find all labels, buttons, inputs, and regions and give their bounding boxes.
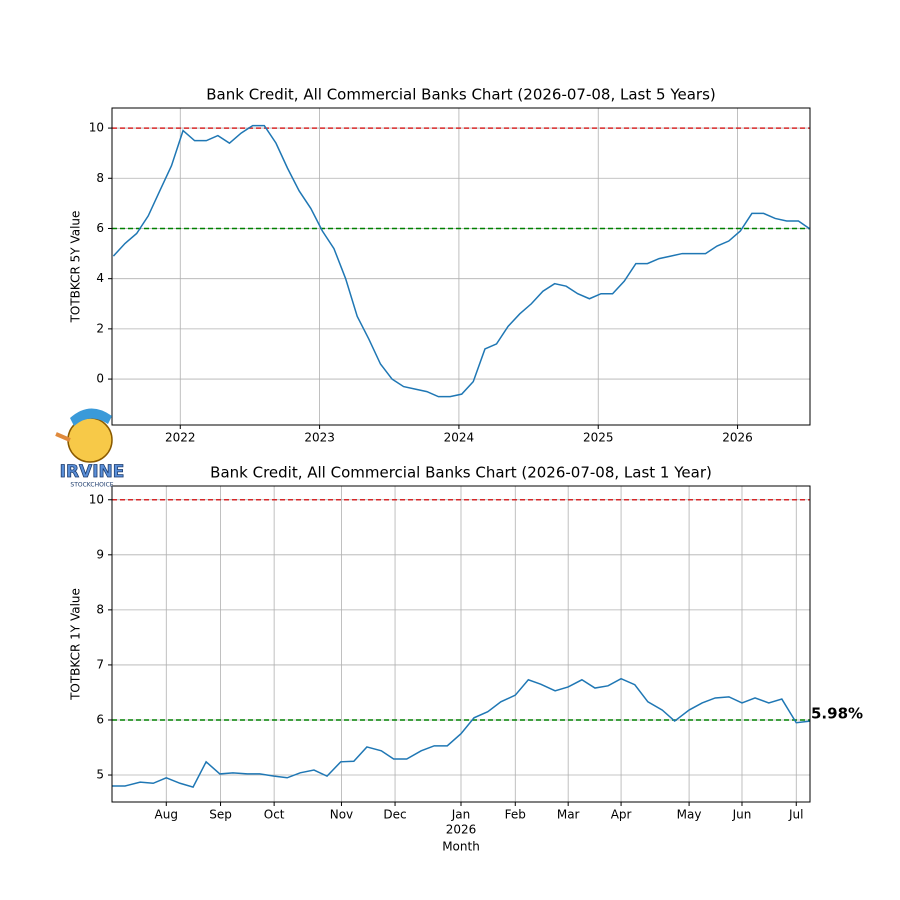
x-tick-label: Jul xyxy=(788,808,803,822)
logo-nose xyxy=(55,432,71,442)
y-tick-label: 5 xyxy=(96,768,104,782)
x-tick-label: Feb xyxy=(505,808,526,822)
logo: IRVINE STOCKCHOICE xyxy=(55,408,125,489)
y-tick-label: 8 xyxy=(96,602,104,616)
x-axis-label: Month xyxy=(442,840,480,854)
x-tick-label: Mar xyxy=(557,808,580,822)
logo-text: IRVINE xyxy=(60,462,125,482)
y-tick-label: 6 xyxy=(96,712,104,726)
chart-title: Bank Credit, All Commercial Banks Chart … xyxy=(206,86,716,104)
x-tick-label: Apr xyxy=(611,808,632,822)
y-tick-label: 4 xyxy=(96,271,104,285)
y-tick-label: 7 xyxy=(96,657,104,671)
y-tick-label: 10 xyxy=(89,492,104,506)
series-line xyxy=(112,677,811,789)
x-tick-label: 2023 xyxy=(304,431,335,445)
x-tick-label: Dec xyxy=(383,808,406,822)
x-tick-label: Sep xyxy=(209,808,232,822)
x-tick-label: Jun xyxy=(732,808,752,822)
x-tick-label: Oct xyxy=(264,808,285,822)
y-tick-label: 6 xyxy=(96,221,104,235)
series-line xyxy=(112,124,811,398)
x-tick-label: 2025 xyxy=(583,431,614,445)
axes-frame xyxy=(111,107,811,426)
subplot: Aug Sep Oct Nov Dec Jan Feb Mar Apr May Jun Jul 5 6 7 8… xyxy=(69,464,864,854)
x-tick-label: Nov xyxy=(330,808,353,822)
y-tick-label: 9 xyxy=(96,547,104,561)
y-tick-label: 2 xyxy=(96,321,104,335)
x-tick-label: 2026 xyxy=(722,431,753,445)
subplot: 2022 2023 2024 2025 2026 0 2 4 6 8 10 Bank Credit, … xyxy=(69,86,811,445)
x-tick-label: Jan xyxy=(451,808,471,822)
y-axis-label: TOTBKCR 1Y Value xyxy=(69,588,83,701)
x-sublabel: 2026 xyxy=(446,823,477,837)
x-tick-label: 2024 xyxy=(444,431,475,445)
y-tick-label: 10 xyxy=(89,121,104,135)
chart-title: Bank Credit, All Commercial Banks Chart … xyxy=(210,464,712,482)
value-label: 5.98% xyxy=(811,705,863,723)
x-tick-label: May xyxy=(677,808,702,822)
y-tick-label: 8 xyxy=(96,171,104,185)
y-tick-label: 0 xyxy=(96,372,104,386)
x-tick-label: 2022 xyxy=(165,431,196,445)
logo-hat xyxy=(70,408,112,426)
logo-subtext: STOCKCHOICE xyxy=(70,482,113,489)
x-tick-label: Aug xyxy=(155,808,178,822)
axes-frame xyxy=(111,485,811,803)
y-axis-label: TOTBKCR 5Y Value xyxy=(69,211,83,324)
